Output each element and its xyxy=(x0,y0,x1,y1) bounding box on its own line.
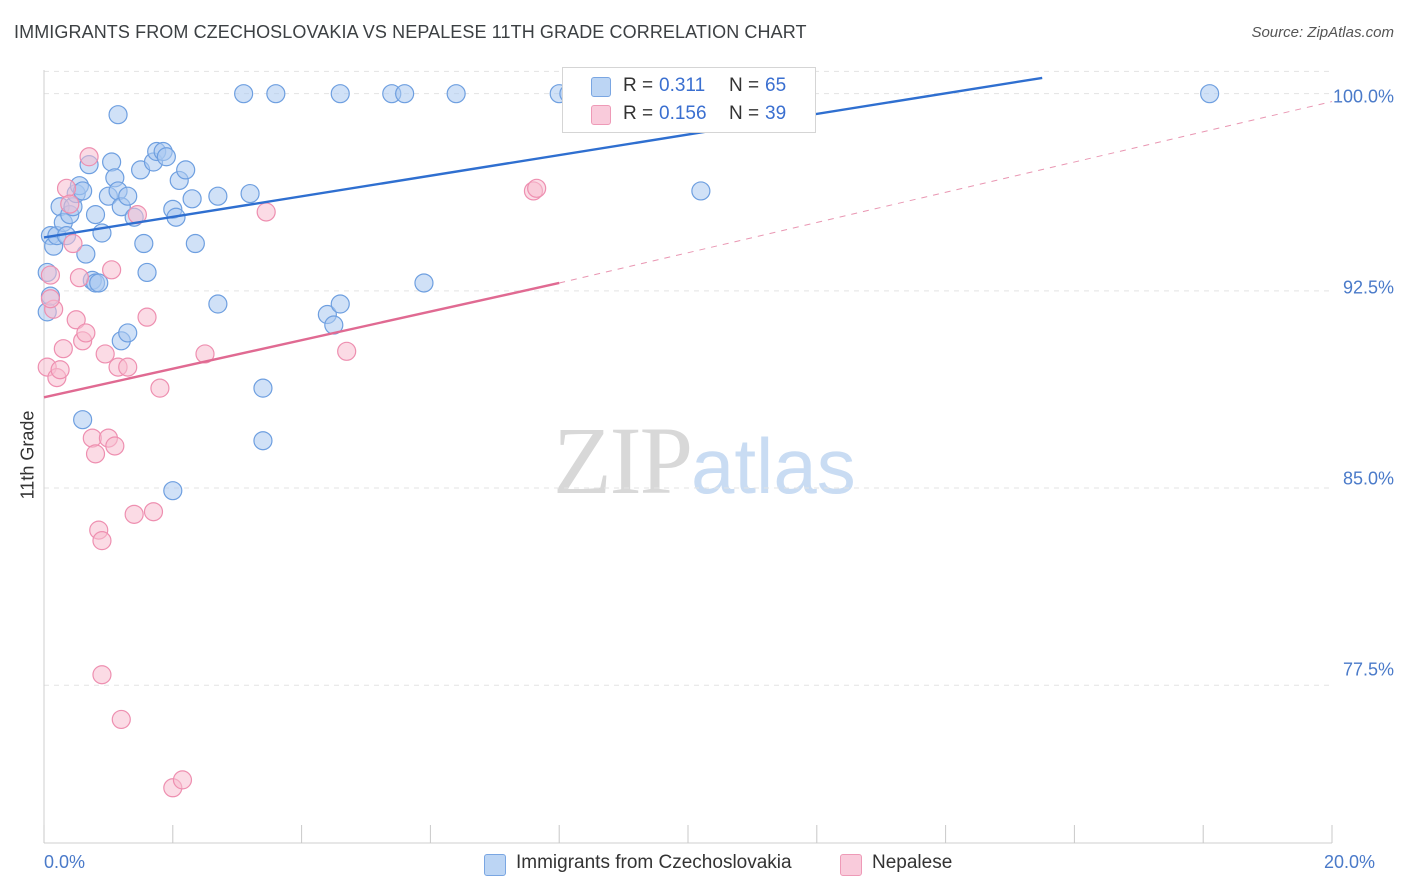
x-tick-label-max: 20.0% xyxy=(1324,852,1376,872)
y-tick-label: 85.0% xyxy=(1342,468,1394,489)
data-point-nepalese xyxy=(66,310,86,330)
data-point-nepalese xyxy=(60,194,80,214)
data-point-nepalese xyxy=(527,178,547,198)
legend-n-value: 65 xyxy=(765,75,787,96)
axes xyxy=(43,70,1333,844)
data-point-czechoslovakia xyxy=(253,431,273,451)
data-point-nepalese xyxy=(143,502,164,522)
data-point-nepalese xyxy=(105,436,125,456)
data-point-czechoslovakia xyxy=(240,183,260,204)
bottom-legend-swatch-pink xyxy=(840,854,862,876)
data-point-nepalese xyxy=(79,147,99,167)
data-point-nepalese xyxy=(92,665,112,685)
data-point-czechoslovakia xyxy=(85,205,106,225)
data-point-czechoslovakia xyxy=(691,181,711,201)
grid-lines xyxy=(44,70,1332,686)
data-point-nepalese xyxy=(85,444,106,464)
data-point-czechoslovakia xyxy=(1200,84,1220,104)
data-point-nepalese xyxy=(76,323,96,343)
y-tick-label: 100.0% xyxy=(1332,86,1394,107)
series-nepalese-points xyxy=(37,147,547,798)
data-point-nepalese xyxy=(124,504,144,524)
legend-r-label: R = xyxy=(623,75,654,96)
data-point-nepalese xyxy=(118,357,138,377)
bottom-legend-label: Nepalese xyxy=(872,852,953,873)
data-point-czechoslovakia xyxy=(137,262,157,283)
data-point-nepalese xyxy=(195,344,215,364)
data-point-czechoslovakia xyxy=(208,294,228,314)
legend-swatch-pink xyxy=(591,105,611,125)
data-point-czechoslovakia xyxy=(414,273,434,293)
data-point-nepalese xyxy=(92,531,112,551)
data-point-nepalese xyxy=(69,268,90,288)
data-point-nepalese xyxy=(40,265,61,285)
data-point-nepalese xyxy=(95,344,115,364)
data-point-nepalese xyxy=(150,378,170,398)
data-point-czechoslovakia xyxy=(76,244,96,264)
trend-line-nepalese-extension xyxy=(559,101,1333,284)
data-point-nepalese xyxy=(53,339,73,359)
data-point-czechoslovakia xyxy=(89,273,109,293)
legend-row-czechoslovakia: R = 0.311 N = 65 xyxy=(563,73,815,101)
data-point-czechoslovakia xyxy=(330,294,350,314)
data-point-nepalese xyxy=(102,260,122,280)
data-point-nepalese xyxy=(256,202,276,222)
data-point-czechoslovakia xyxy=(253,378,273,398)
chart-title: IMMIGRANTS FROM CZECHOSLOVAKIA VS NEPALE… xyxy=(14,22,807,42)
trend-lines xyxy=(43,76,1333,399)
data-point-czechoslovakia xyxy=(208,186,228,206)
data-point-czechoslovakia xyxy=(118,323,138,343)
data-point-nepalese xyxy=(337,341,357,361)
data-point-czechoslovakia xyxy=(156,147,176,167)
data-point-nepalese xyxy=(82,428,102,448)
data-point-czechoslovakia xyxy=(234,84,254,104)
y-tick-label: 92.5% xyxy=(1342,277,1394,298)
data-point-czechoslovakia xyxy=(118,186,138,206)
source-label: Source: ZipAtlas.com xyxy=(1251,24,1394,41)
data-point-czechoslovakia xyxy=(266,84,286,104)
data-point-czechoslovakia xyxy=(163,481,183,501)
watermark-zip: ZIP xyxy=(553,407,693,514)
data-point-czechoslovakia xyxy=(182,189,202,209)
y-axis-label: 11th Grade xyxy=(17,410,38,500)
data-point-czechoslovakia xyxy=(102,152,122,172)
x-tick-label-min: 0.0% xyxy=(44,852,86,872)
bottom-legend-label: Immigrants from Czechoslovakia xyxy=(516,852,792,873)
data-point-nepalese xyxy=(111,709,131,730)
data-point-czechoslovakia xyxy=(185,233,205,254)
data-point-czechoslovakia xyxy=(73,410,93,430)
data-point-czechoslovakia xyxy=(446,84,466,104)
data-point-czechoslovakia xyxy=(176,160,196,180)
correlation-legend: R = 0.311 N = 65 R = 0.156 N = 39 xyxy=(562,67,816,133)
data-point-nepalese xyxy=(63,233,83,254)
legend-r-value: 0.311 xyxy=(659,75,706,96)
legend-row-nepalese: R = 0.156 N = 39 xyxy=(563,101,815,129)
data-point-nepalese xyxy=(137,307,157,327)
legend-n-value: 39 xyxy=(765,103,787,124)
data-point-czechoslovakia xyxy=(134,233,154,254)
data-point-czechoslovakia xyxy=(330,84,350,104)
watermark: ZIPatlas xyxy=(553,405,856,516)
bottom-legend-swatch-blue xyxy=(484,854,506,876)
data-point-nepalese xyxy=(50,360,70,380)
trend-line-nepalese xyxy=(43,281,560,399)
data-point-nepalese xyxy=(56,178,77,198)
data-point-nepalese xyxy=(172,770,193,790)
trend-line-czechoslovakia xyxy=(43,76,1043,239)
legend-swatch-blue xyxy=(591,77,611,97)
legend-r-label: R = xyxy=(623,103,654,124)
legend-n-label: N = xyxy=(729,75,760,96)
data-point-czechoslovakia xyxy=(395,84,415,104)
legend-n-label: N = xyxy=(729,103,760,124)
legend-r-value: 0.156 xyxy=(659,103,707,124)
y-tick-label: 77.5% xyxy=(1342,659,1394,680)
series-czechoslovakia-points xyxy=(37,84,1220,501)
watermark-atlas: atlas xyxy=(691,422,856,510)
data-point-czechoslovakia xyxy=(108,105,128,125)
data-point-nepalese xyxy=(40,289,61,309)
